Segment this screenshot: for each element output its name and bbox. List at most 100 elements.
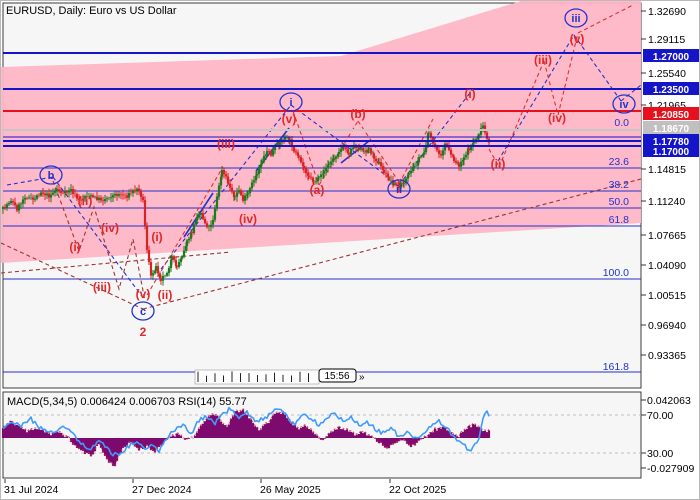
price-badge-value: 1.17780 <box>653 137 690 148</box>
price-axis-label: 1.11240 <box>648 196 685 208</box>
forecast-zigzag-dashed-red <box>292 110 320 186</box>
wave-path-dashed-blue <box>398 88 474 186</box>
indicator-axis-label: -0.027909 <box>647 463 694 475</box>
price-axis-label: 1.04090 <box>648 260 686 272</box>
mini-trendline-blue <box>340 140 370 164</box>
elliott-wave-label-red: (iv) <box>239 212 257 226</box>
elliott-wave-label-red: (v) <box>282 112 297 126</box>
elliott-wave-label-red: 2 <box>140 325 147 339</box>
fib-level-label: 50.0 <box>609 196 630 208</box>
price-axis-label: 0.93365 <box>648 350 686 362</box>
chart-title: EURUSD, Daily: Euro vs US Dollar <box>6 5 177 17</box>
elliott-wave-label-red: (iii) <box>217 137 235 151</box>
forecast-zigzag-dashed-red <box>557 32 579 116</box>
indicator-plot-area <box>2 391 642 479</box>
price-badge-value: 1.17000 <box>653 147 690 158</box>
elliott-wave-label-circled: iv <box>619 99 629 111</box>
price-axis-label: 1.25540 <box>648 68 686 80</box>
elliott-wave-label-red: (b) <box>350 107 365 121</box>
macd-rsi-panel <box>1 391 642 479</box>
wave-circle <box>387 179 411 199</box>
price-badge-blue <box>643 134 699 147</box>
countdown-box <box>318 368 357 383</box>
fib-level-label: 61.8 <box>609 214 630 226</box>
candlesticks <box>1 121 491 286</box>
fib-level-label: 38.2 <box>609 179 630 191</box>
elliott-wave-label-red: (i) <box>151 230 162 244</box>
elliott-wave-label-red: (iv) <box>548 111 566 125</box>
date-axis-label: 22 Oct 2025 <box>389 484 446 496</box>
date-axis-label: 27 Dec 2024 <box>132 484 192 496</box>
forecast-zigzag-dashed-red <box>398 118 434 185</box>
elliott-wave-label-red: (v) <box>570 32 585 46</box>
countdown-time: 15:56 <box>324 371 349 382</box>
wave-path-dashed-blue <box>290 104 400 186</box>
elliott-wave-label-red: (v) <box>136 287 151 301</box>
elliott-wave-label-circled: c <box>140 306 146 318</box>
elliott-wave-label-red: (iii) <box>93 280 111 294</box>
wave-path-dashed-blue <box>52 176 145 300</box>
price-badge-value: 1.23500 <box>653 85 690 96</box>
forecast-zigzag-dashed-red <box>498 60 545 168</box>
forecast-zigzag-dashed-red <box>488 148 500 168</box>
price-axis-label: 1.32690 <box>648 6 686 18</box>
elliott-wave-label-circled: ii <box>396 184 402 196</box>
horizontal-levels <box>3 52 641 147</box>
price-badge-blue <box>643 82 699 95</box>
price-badge-value: 1.20850 <box>653 110 690 121</box>
trendline-dashed-maroon <box>52 180 146 302</box>
price-badge-blue <box>643 144 699 157</box>
fib-level-label: 23.6 <box>609 156 630 168</box>
indicator-axis-label: 70.00 <box>647 410 673 422</box>
elliott-wave-label-red: (i) <box>69 240 80 254</box>
rsi-line <box>2 406 490 457</box>
price-badge-value: 1.27000 <box>653 52 690 63</box>
elliott-wave-label-red: (iv) <box>101 221 119 235</box>
wave-path-dashed-blue <box>620 84 642 102</box>
indicator-axis-label: 0.042063 <box>647 395 691 407</box>
elliott-wave-label-red: (i) <box>464 87 475 101</box>
price-badge-gray <box>643 121 699 134</box>
wave-circle <box>564 8 588 28</box>
chart-background <box>1 1 642 389</box>
countdown-chevron-icon: » <box>359 372 365 383</box>
price-axis-label: 1.07665 <box>648 230 686 242</box>
text-labels: 1.326901.291151.255401.219651.148151.112… <box>4 6 699 496</box>
date-axis-label: 31 Jul 2024 <box>4 484 58 496</box>
elliott-wave-label-circled: i <box>289 97 292 109</box>
trendline-dashed-maroon <box>142 178 642 310</box>
indicator-legend: MACD(5,34,5) 0.006424 0.006703 RSI(14) 5… <box>7 396 247 408</box>
date-axis-label: 26 May 2025 <box>260 484 321 496</box>
forecast-zigzag-dashed-red <box>577 4 634 34</box>
wave-circle <box>279 92 303 112</box>
fib-level-label: 0.0 <box>614 117 629 129</box>
wave-path-dashed-blue <box>6 176 54 186</box>
elliott-wave-label-red: (a) <box>310 183 325 197</box>
price-axis-label: 0.96940 <box>648 320 686 332</box>
elliott-wave-label-red: (ii) <box>78 194 93 208</box>
fib-level-label: 100.0 <box>603 267 629 279</box>
elliott-wave-label-circled: iii <box>571 13 580 25</box>
price-badge-blue <box>643 49 699 62</box>
price-badge-red <box>643 107 699 120</box>
forecast-zigzag-dashed-red <box>543 60 559 116</box>
elliott-wave-label-red: (iii) <box>534 53 552 67</box>
indicator-axis-label: 30.00 <box>647 448 673 460</box>
price-axis-label: 1.14815 <box>648 164 686 176</box>
wave-circle <box>131 301 155 321</box>
price-axis-label: 1.00515 <box>648 290 686 302</box>
wave-circle <box>39 165 63 185</box>
elliott-wave-label-red: (ii) <box>158 288 173 302</box>
trendline-dashed-maroon <box>1 242 144 310</box>
wave-circle <box>612 94 636 114</box>
trendline-dashed-maroon <box>1 251 232 274</box>
pink-forecast-channel <box>1 1 641 263</box>
price-axis-label: 1.29115 <box>648 34 685 46</box>
price-badge-value: 1.18670 <box>653 124 690 135</box>
elliott-wave-label-circled: b <box>48 170 55 182</box>
fib-level-label: 161.8 <box>603 361 629 373</box>
bar-countdown-marker: 15:56 » <box>194 368 365 385</box>
forecast-zigzag-dashed-red <box>357 120 402 186</box>
